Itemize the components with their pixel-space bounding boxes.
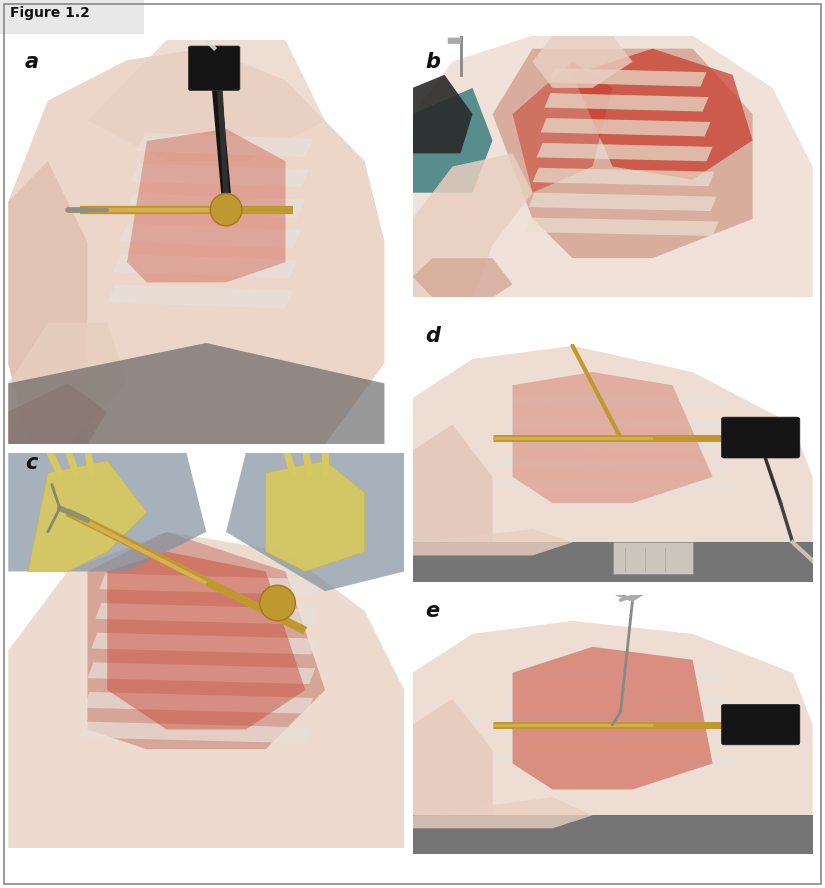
- Text: Figure 1.2: Figure 1.2: [10, 6, 90, 20]
- Polygon shape: [512, 62, 612, 193]
- Circle shape: [210, 194, 242, 226]
- Polygon shape: [412, 154, 533, 297]
- FancyBboxPatch shape: [721, 704, 799, 745]
- Polygon shape: [612, 543, 693, 574]
- Polygon shape: [536, 143, 713, 162]
- Polygon shape: [137, 133, 314, 157]
- Polygon shape: [508, 669, 728, 685]
- Polygon shape: [505, 690, 731, 705]
- Polygon shape: [412, 797, 592, 829]
- Polygon shape: [412, 346, 813, 543]
- FancyBboxPatch shape: [0, 0, 144, 34]
- Polygon shape: [412, 699, 493, 815]
- Circle shape: [260, 585, 295, 621]
- Polygon shape: [412, 88, 493, 193]
- Polygon shape: [529, 193, 717, 211]
- Polygon shape: [226, 453, 404, 591]
- Polygon shape: [493, 478, 737, 494]
- Polygon shape: [412, 258, 512, 297]
- Polygon shape: [533, 168, 714, 186]
- Polygon shape: [512, 372, 713, 503]
- Polygon shape: [533, 36, 633, 88]
- Polygon shape: [99, 574, 321, 595]
- Polygon shape: [125, 194, 305, 218]
- Text: a: a: [25, 52, 39, 72]
- Polygon shape: [497, 457, 734, 473]
- Polygon shape: [266, 461, 365, 572]
- Polygon shape: [28, 461, 147, 572]
- Polygon shape: [87, 532, 325, 749]
- Polygon shape: [512, 646, 713, 789]
- Polygon shape: [549, 68, 706, 87]
- Polygon shape: [87, 662, 315, 684]
- Polygon shape: [497, 731, 734, 747]
- Polygon shape: [412, 621, 813, 815]
- Polygon shape: [412, 36, 813, 297]
- Polygon shape: [8, 161, 87, 444]
- Polygon shape: [412, 424, 493, 543]
- Polygon shape: [573, 49, 752, 179]
- Polygon shape: [119, 224, 301, 248]
- Polygon shape: [540, 118, 710, 137]
- Text: b: b: [425, 52, 440, 72]
- Text: d: d: [425, 326, 440, 346]
- Polygon shape: [412, 543, 813, 582]
- FancyBboxPatch shape: [448, 37, 461, 44]
- Polygon shape: [412, 75, 473, 154]
- Polygon shape: [107, 284, 294, 309]
- Polygon shape: [412, 815, 813, 854]
- Polygon shape: [8, 323, 127, 444]
- Polygon shape: [127, 129, 285, 282]
- Polygon shape: [501, 710, 733, 725]
- Polygon shape: [508, 394, 728, 410]
- Polygon shape: [493, 49, 752, 258]
- Polygon shape: [8, 343, 384, 444]
- Polygon shape: [87, 40, 325, 161]
- Polygon shape: [79, 722, 311, 743]
- Polygon shape: [8, 384, 107, 444]
- Polygon shape: [525, 218, 719, 236]
- Polygon shape: [412, 529, 573, 556]
- Text: c: c: [25, 453, 37, 473]
- Polygon shape: [113, 254, 297, 278]
- Polygon shape: [8, 48, 384, 444]
- Polygon shape: [131, 163, 309, 187]
- Polygon shape: [8, 453, 206, 572]
- Polygon shape: [8, 532, 404, 848]
- FancyBboxPatch shape: [188, 46, 240, 91]
- Polygon shape: [501, 436, 733, 452]
- Text: e: e: [425, 601, 439, 622]
- Polygon shape: [544, 93, 709, 112]
- Polygon shape: [493, 752, 737, 767]
- Polygon shape: [83, 692, 314, 714]
- FancyBboxPatch shape: [721, 417, 799, 458]
- Polygon shape: [505, 416, 731, 431]
- Polygon shape: [92, 632, 317, 654]
- Polygon shape: [107, 551, 305, 730]
- Polygon shape: [96, 603, 319, 625]
